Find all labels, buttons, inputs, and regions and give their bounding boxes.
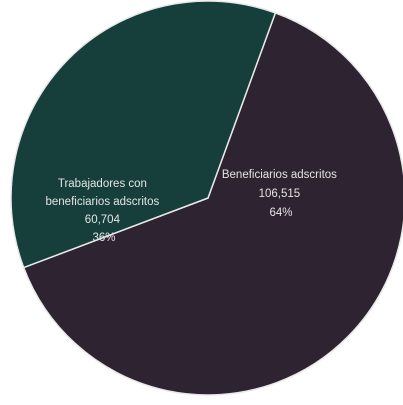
slice-name-trabajadores-line2: beneficiarios adscritos [46,196,160,208]
pie-slice-beneficiarios [22,11,403,396]
slice-percent-trabajadores: 36% [92,232,115,244]
slice-value-trabajadores: 60,704 [85,214,121,226]
slices-layer [10,0,403,396]
slice-label-trabajadores: Trabajadores con beneficiarios adscritos… [46,178,163,244]
pie-slice-trabajadores [10,0,277,269]
labels-layer: Beneficiarios adscritos 106,515 64% Trab… [46,169,340,244]
slice-name-beneficiarios: Beneficiarios adscritos [222,169,337,181]
slice-percent-beneficiarios: 64% [269,207,292,219]
slice-value-beneficiarios: 106,515 [259,188,301,200]
slice-label-beneficiarios: Beneficiarios adscritos 106,515 64% [222,169,340,219]
slice-name-trabajadores-line1: Trabajadores con [58,178,147,190]
